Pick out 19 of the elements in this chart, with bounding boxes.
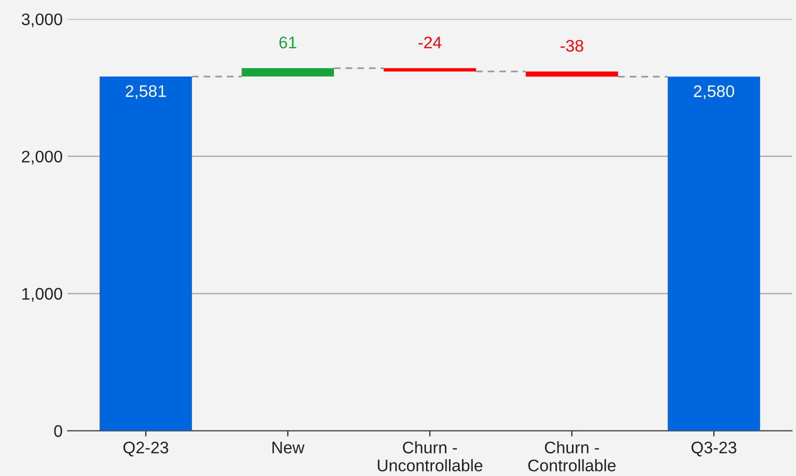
x-tick-label: Churn - Uncontrollable — [378, 441, 482, 472]
data-label: -38 — [560, 40, 584, 52]
x-tick-label: Q2-23 — [123, 442, 168, 456]
bar — [242, 68, 334, 77]
bar — [384, 68, 476, 72]
data-label: -24 — [418, 36, 442, 48]
data-label: 61 — [279, 36, 296, 48]
y-tick-label: 0 — [54, 425, 62, 437]
bar — [100, 76, 192, 431]
y-tick-label: 2,000 — [22, 150, 62, 164]
x-tick-label: Q3-23 — [692, 442, 736, 456]
x-tick-label: New — [272, 442, 305, 454]
bar — [668, 76, 760, 431]
y-tick-label: 3,000 — [22, 13, 62, 28]
y-tick-label: 1,000 — [22, 288, 62, 302]
x-tick-label: Churn - Controllable — [528, 441, 616, 472]
bar — [526, 71, 618, 77]
data-label: 2,580 — [694, 85, 734, 100]
data-label: 2,581 — [126, 85, 166, 99]
